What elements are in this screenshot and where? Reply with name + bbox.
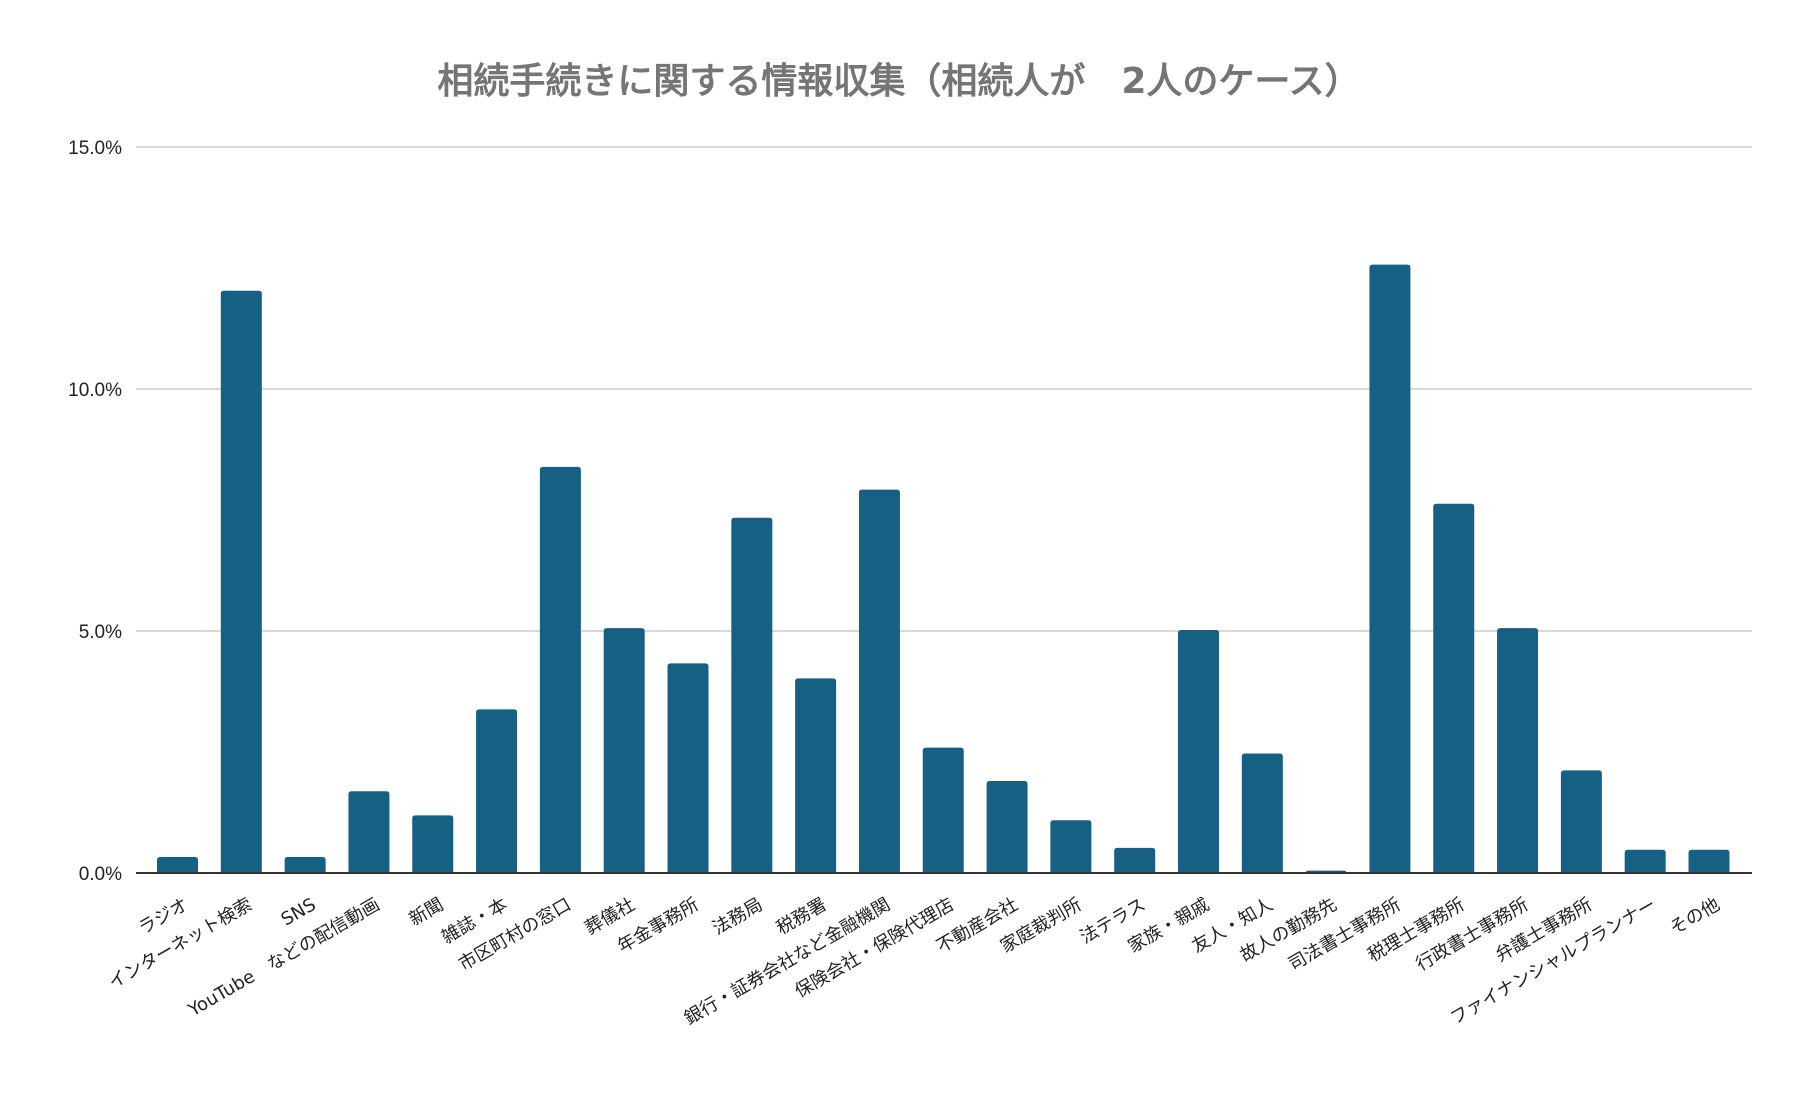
bar [1178, 630, 1219, 873]
y-tick-label: 10.0% [68, 380, 122, 401]
x-tick-label: その他 [1666, 894, 1723, 939]
bar [1560, 770, 1602, 873]
bar [412, 815, 454, 873]
bar [539, 466, 581, 873]
x-tick-label: 市区町村の窓口 [455, 894, 575, 975]
bar [603, 628, 645, 873]
x-tick-label: SNS [278, 894, 320, 930]
chart-title: 相続手続きに関する情報収集（相続人が 2人のケース） [437, 61, 1360, 102]
bar [1624, 849, 1666, 873]
y-tick-label: 5.0% [79, 622, 122, 643]
y-tick-label: 0.0% [79, 864, 122, 885]
bar [1497, 628, 1539, 873]
bar [1433, 503, 1475, 873]
bar [667, 663, 709, 873]
bar [476, 709, 518, 873]
bar [1050, 820, 1092, 873]
bar [858, 489, 900, 873]
bar [731, 517, 773, 873]
x-tick-label: 新聞 [406, 894, 448, 930]
bar [1369, 264, 1411, 873]
bar [348, 791, 390, 873]
bar [922, 747, 964, 873]
x-tick-label: 法務局 [709, 894, 766, 939]
bar [986, 781, 1028, 873]
bar [157, 857, 198, 873]
y-tick-label: 15.0% [68, 138, 122, 159]
bar [1114, 847, 1156, 873]
bar [284, 857, 326, 873]
bar [220, 290, 262, 873]
bar [795, 678, 837, 873]
bar [1241, 753, 1283, 873]
bar [1688, 849, 1730, 873]
